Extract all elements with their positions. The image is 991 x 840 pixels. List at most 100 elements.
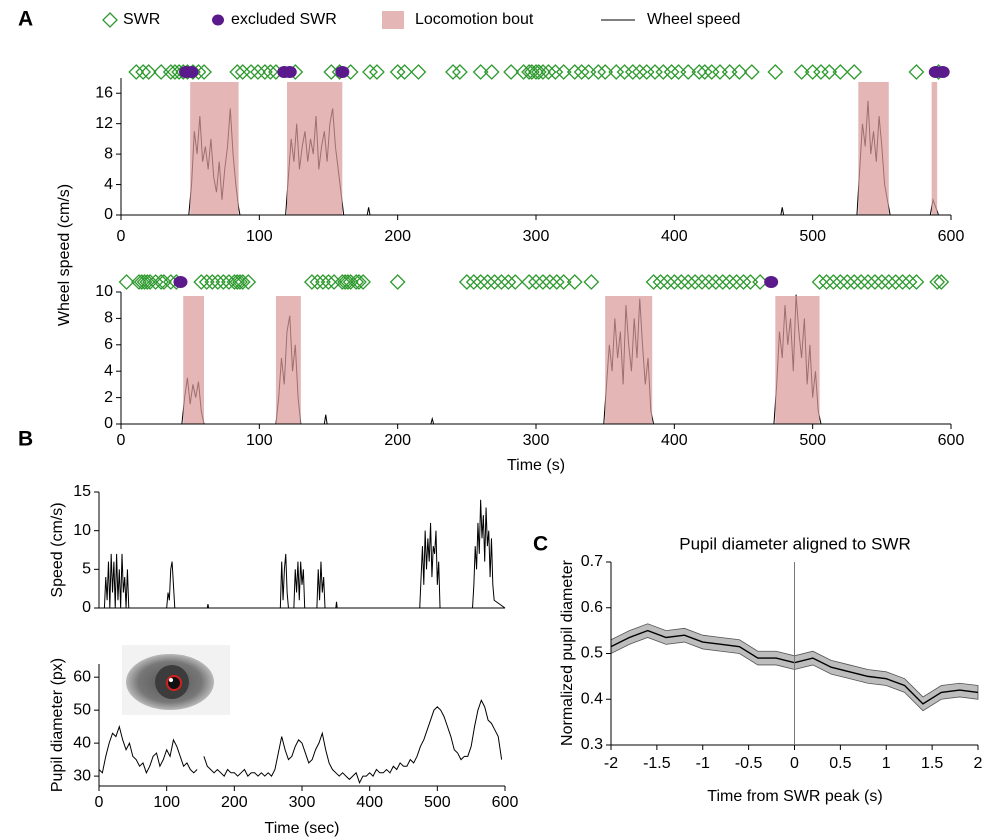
swr-marker	[250, 64, 266, 80]
swr-marker	[528, 64, 544, 80]
swr-marker	[342, 274, 359, 290]
swr-marker	[696, 64, 713, 80]
x-axis-label: Time from SWR peak (s)	[707, 788, 882, 805]
trace-line	[99, 499, 506, 609]
x-tick-label: 0	[117, 228, 126, 245]
swr-marker	[547, 64, 564, 80]
y-tick-label: 40	[73, 734, 91, 751]
x-tick-label: 1.5	[921, 755, 943, 772]
swr-marker	[832, 64, 849, 80]
swr-marker	[351, 274, 367, 290]
y-axis-label: Normalized pupil diameter	[559, 559, 576, 746]
x-tick-label: 0	[95, 794, 104, 811]
swr-marker	[523, 64, 540, 80]
swr-marker	[555, 64, 572, 80]
swr-marker	[728, 274, 745, 290]
swr-marker	[666, 274, 683, 290]
swr-marker	[193, 274, 210, 290]
x-axis-label: Time (sec)	[265, 820, 340, 837]
excluded-swr-marker	[935, 66, 950, 78]
swr-marker	[655, 64, 672, 80]
locomotion-bout	[858, 82, 889, 215]
swr-marker	[811, 274, 828, 290]
locomotion-bout	[190, 82, 239, 215]
swr-marker	[534, 64, 551, 80]
x-tick-label: 100	[246, 432, 273, 449]
swr-marker	[929, 274, 946, 290]
y-tick-label: 8	[104, 145, 113, 162]
swr-marker	[534, 274, 551, 290]
swr-marker	[541, 274, 558, 290]
swr-marker	[908, 64, 925, 80]
swr-marker	[262, 64, 279, 80]
swr-marker	[555, 274, 572, 290]
swr-marker	[687, 274, 704, 290]
x-tick-label: 100	[246, 228, 273, 245]
swr-marker	[136, 274, 153, 290]
swr-marker	[521, 274, 538, 290]
swr-marker	[818, 274, 835, 290]
swr-marker	[303, 274, 320, 290]
y-axis-label: Pupil diameter (px)	[49, 658, 66, 792]
locomotion-bout	[931, 82, 938, 215]
swr-marker	[198, 274, 215, 290]
x-tick-label: 2	[974, 755, 983, 772]
swr-marker	[362, 64, 378, 80]
swr-marker	[155, 274, 172, 290]
swr-marker	[133, 274, 150, 290]
swr-marker	[215, 274, 232, 290]
x-tick-label: -1.5	[643, 755, 671, 772]
eye-inset	[122, 645, 230, 715]
swr-marker	[234, 274, 251, 290]
panel-label: A	[18, 8, 33, 31]
swr-marker	[645, 274, 662, 290]
y-tick-label: 0.6	[581, 599, 603, 616]
swr-marker	[410, 64, 427, 80]
swr-marker	[226, 274, 243, 290]
x-tick-label: 600	[492, 794, 519, 811]
swr-marker	[860, 274, 876, 290]
swr-marker	[131, 274, 147, 290]
swr-marker	[140, 64, 157, 80]
y-tick-label: 0	[104, 206, 113, 223]
swr-marker	[472, 64, 489, 80]
swr-marker	[326, 274, 342, 290]
swr-marker	[707, 274, 724, 290]
excluded-swr-marker	[173, 276, 188, 288]
swr-marker	[703, 64, 720, 80]
swr-marker	[894, 274, 911, 290]
swr-marker	[229, 274, 246, 290]
swr-marker	[142, 274, 158, 290]
y-tick-label: 60	[73, 668, 91, 685]
locomotion-bout	[183, 296, 204, 424]
swr-marker	[479, 274, 496, 290]
swr-marker	[339, 274, 356, 290]
y-tick-label: 0.3	[581, 736, 603, 753]
swr-marker	[731, 64, 748, 80]
swr-marker	[147, 274, 164, 290]
swr-marker	[232, 274, 248, 290]
y-tick-label: 0.4	[581, 690, 603, 707]
x-tick-label: 0	[117, 432, 126, 449]
swr-marker	[320, 274, 337, 290]
y-tick-label: 2	[104, 389, 113, 406]
swr-marker	[825, 274, 842, 290]
swr-marker	[196, 64, 212, 80]
chart-title: Pupil diameter aligned to SWR	[679, 534, 911, 553]
y-tick-label: 10	[73, 522, 91, 539]
swr-marker	[901, 274, 918, 290]
x-tick-label: 300	[289, 794, 316, 811]
y-tick-label: 0	[104, 415, 113, 432]
x-tick-label: 500	[424, 794, 451, 811]
swr-marker	[337, 274, 354, 290]
swr-marker	[813, 64, 829, 80]
swr-marker	[355, 274, 372, 290]
swr-marker	[638, 64, 655, 80]
swr-marker	[680, 64, 697, 80]
x-tick-label: 200	[221, 794, 248, 811]
swr-marker	[548, 274, 565, 290]
swr-marker	[721, 274, 738, 290]
trace-line	[121, 100, 951, 216]
swr-marker	[493, 274, 510, 290]
